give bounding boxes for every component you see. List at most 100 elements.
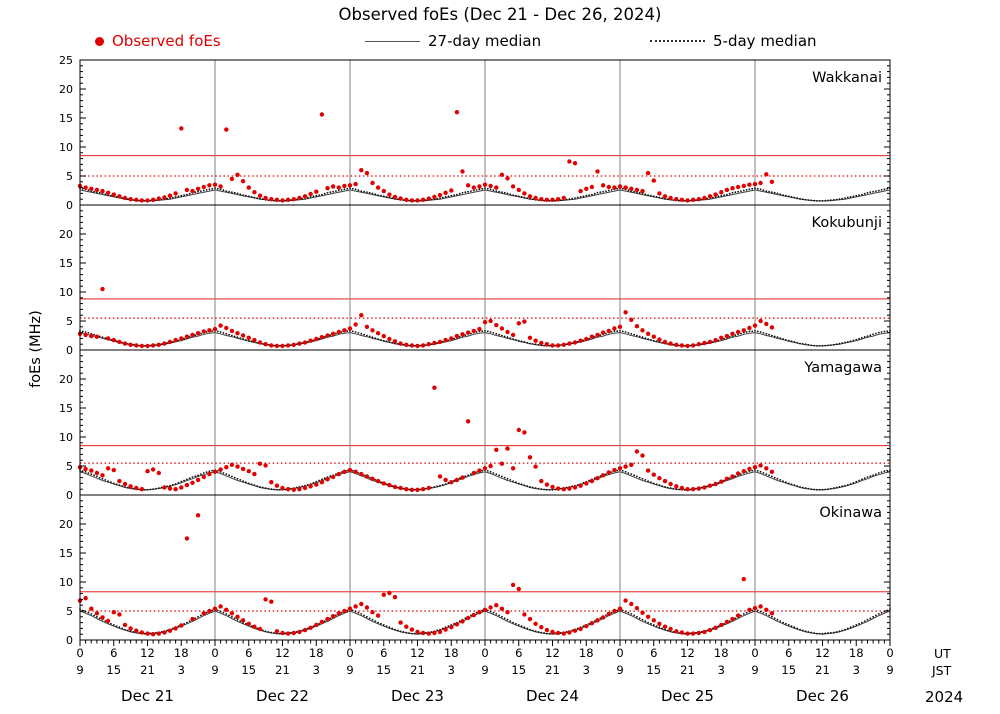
panel-okinawa: 0 5 10 15 20 Okinawa (59, 494, 891, 647)
ut-axis-label: UT (934, 646, 951, 661)
day-label: Dec 26 (796, 687, 849, 705)
ut-tick-label: 12 (815, 646, 830, 660)
y-tick-label: 10 (59, 431, 73, 444)
y-tick-label: 0 (66, 344, 73, 357)
jst-tick-label: 9 (481, 663, 488, 677)
jst-tick-label: 21 (410, 663, 425, 677)
jst-tick-label: 9 (211, 663, 218, 677)
ut-tick-label: 18 (444, 646, 459, 660)
jst-tick-label: 21 (545, 663, 560, 677)
jst-tick-label: 15 (241, 663, 256, 677)
ut-tick-label: 0 (211, 646, 218, 660)
jst-tick-label: 15 (646, 663, 661, 677)
jst-tick-label: 21 (815, 663, 830, 677)
y-tick-label: 25 (59, 54, 73, 67)
ut-tick-label: 18 (579, 646, 594, 660)
jst-tick-label: 21 (680, 663, 695, 677)
ut-tick-label: 12 (275, 646, 290, 660)
jst-tick-label: 3 (853, 663, 860, 677)
legend-median5: 5-day median (650, 32, 817, 50)
y-tick-label: 5 (66, 605, 73, 618)
median27-line (79, 189, 891, 202)
y-tick-label: 10 (59, 576, 73, 589)
jst-tick-label: 15 (511, 663, 526, 677)
ut-tick-label: 0 (616, 646, 623, 660)
jst-tick-label: 3 (583, 663, 590, 677)
legend-median27-label: 27-day median (428, 32, 542, 50)
ut-tick-label: 6 (110, 646, 117, 660)
y-tick-label: 0 (66, 489, 73, 502)
ut-tick-label: 12 (545, 646, 560, 660)
ut-tick-label: 6 (515, 646, 522, 660)
ut-tick-label: 18 (849, 646, 864, 660)
y-tick-label: 15 (59, 402, 73, 415)
jst-axis-label: JST (932, 663, 952, 678)
observed-series (77, 110, 775, 203)
ut-tick-label: 12 (410, 646, 425, 660)
ut-tick-label: 12 (680, 646, 695, 660)
legend-observed-label: Observed foEs (112, 32, 221, 50)
jst-tick-label: 3 (313, 663, 320, 677)
median27-line (79, 332, 891, 347)
jst-tick-label: 9 (346, 663, 353, 677)
ut-tick-label: 6 (650, 646, 657, 660)
station-label: Yamagawa (803, 360, 882, 376)
x-axis: 0 9 6 15 12 21 18 3 0 9 6 15 12 21 18 3 0 9 6 15 12 21 18 3 0 9 6 1… (76, 640, 894, 705)
dotted-line-icon (650, 40, 705, 42)
y-tick-label: 15 (59, 547, 73, 560)
jst-tick-label: 9 (751, 663, 758, 677)
ut-tick-label: 0 (886, 646, 893, 660)
ut-tick-label: 6 (245, 646, 252, 660)
day-label: Dec 23 (391, 687, 444, 705)
ut-tick-label: 18 (714, 646, 729, 660)
ut-tick-label: 6 (785, 646, 792, 660)
ut-tick-label: 18 (174, 646, 189, 660)
day-label: Dec 24 (526, 687, 579, 705)
observed-series (77, 286, 775, 349)
jst-tick-label: 21 (140, 663, 155, 677)
jst-tick-label: 21 (275, 663, 290, 677)
year-label: 2024 (925, 688, 964, 706)
jst-tick-label: 15 (106, 663, 121, 677)
station-label: Wakkanai (812, 70, 882, 86)
y-tick-label: 20 (59, 518, 73, 531)
legend-observed: Observed foEs (95, 32, 221, 50)
y-tick-label: 0 (66, 634, 73, 647)
ut-tick-label: 0 (751, 646, 758, 660)
panel-kokubunji: 0 5 10 15 20 Kokubunji (59, 204, 891, 357)
chart-title: Observed foEs (Dec 21 - Dec 26, 2024) (338, 5, 662, 24)
panel-wakkanai: 0 5 10 15 20 25 Wakkanai (59, 54, 891, 212)
y-tick-label: 5 (66, 170, 73, 183)
ut-tick-label: 0 (346, 646, 353, 660)
jst-tick-label: 9 (616, 663, 623, 677)
jst-tick-label: 3 (718, 663, 725, 677)
jst-tick-label: 15 (781, 663, 796, 677)
ut-tick-label: 6 (380, 646, 387, 660)
y-tick-label: 5 (66, 315, 73, 328)
y-tick-label: 20 (59, 83, 73, 96)
legend-median5-label: 5-day median (713, 32, 817, 50)
median5-dots (79, 469, 891, 491)
ut-tick-label: 0 (76, 646, 83, 660)
y-tick-label: 10 (59, 141, 73, 154)
observed-series (77, 513, 775, 637)
day-label: Dec 22 (256, 687, 309, 705)
panel-yamagawa: 0 5 10 15 20 Yamagawa (59, 349, 891, 502)
y-tick-label: 15 (59, 112, 73, 125)
station-label: Kokubunji (812, 215, 882, 231)
day-label: Dec 25 (661, 687, 714, 705)
jst-tick-label: 9 (76, 663, 83, 677)
day-label: Dec 21 (121, 687, 174, 705)
ut-tick-label: 18 (309, 646, 324, 660)
jst-tick-label: 3 (448, 663, 455, 677)
observed-series (77, 385, 775, 492)
ut-tick-label: 12 (140, 646, 155, 660)
jst-tick-label: 3 (178, 663, 185, 677)
ut-tick-label: 0 (481, 646, 488, 660)
y-tick-label: 15 (59, 257, 73, 270)
jst-tick-label: 15 (376, 663, 391, 677)
solid-line-icon (365, 40, 420, 42)
legend-median27: 27-day median (365, 32, 541, 50)
